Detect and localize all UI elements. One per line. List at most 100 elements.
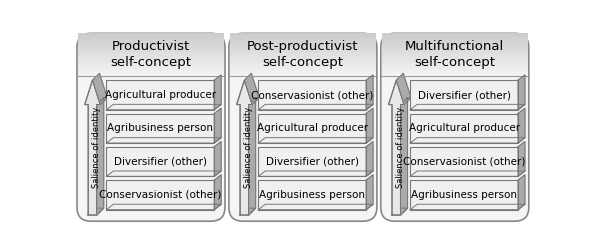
- Bar: [382, 49, 528, 51]
- Bar: [78, 43, 224, 45]
- Bar: [230, 50, 376, 52]
- Bar: [410, 180, 518, 210]
- Polygon shape: [366, 75, 373, 110]
- Text: Multifunctional
self-concept: Multifunctional self-concept: [405, 40, 504, 69]
- FancyBboxPatch shape: [381, 33, 529, 221]
- Text: Conservasionist (other): Conservasionist (other): [403, 157, 525, 167]
- Bar: [230, 35, 376, 37]
- Bar: [258, 114, 366, 143]
- Text: Agricultural producer: Agricultural producer: [408, 123, 519, 133]
- Text: Agricultural producer: Agricultural producer: [256, 123, 368, 133]
- Text: Diversifier (other): Diversifier (other): [418, 90, 511, 100]
- Bar: [382, 43, 528, 45]
- Polygon shape: [401, 98, 411, 105]
- Polygon shape: [106, 104, 221, 110]
- Polygon shape: [85, 80, 100, 215]
- Polygon shape: [258, 171, 373, 176]
- Bar: [382, 57, 528, 59]
- Polygon shape: [97, 98, 107, 105]
- FancyBboxPatch shape: [229, 33, 377, 221]
- Bar: [230, 53, 376, 55]
- Bar: [382, 66, 528, 68]
- Bar: [230, 73, 376, 75]
- Bar: [382, 42, 528, 44]
- Bar: [230, 61, 376, 63]
- Bar: [78, 71, 224, 73]
- Text: Agribusiness person: Agribusiness person: [108, 123, 213, 133]
- Polygon shape: [249, 98, 256, 215]
- Polygon shape: [518, 75, 525, 110]
- Polygon shape: [410, 204, 525, 210]
- Polygon shape: [401, 98, 408, 215]
- Bar: [382, 38, 528, 39]
- Bar: [78, 64, 224, 66]
- Bar: [382, 70, 528, 72]
- Polygon shape: [518, 175, 525, 210]
- Bar: [382, 59, 528, 60]
- Bar: [382, 71, 528, 73]
- Polygon shape: [214, 108, 221, 143]
- Text: Salience of identity: Salience of identity: [244, 107, 253, 188]
- Bar: [410, 114, 518, 143]
- Polygon shape: [518, 142, 525, 176]
- Text: Productivist
self-concept: Productivist self-concept: [111, 40, 191, 69]
- Bar: [382, 69, 528, 70]
- Bar: [230, 43, 376, 45]
- Bar: [106, 147, 214, 176]
- Polygon shape: [106, 204, 221, 210]
- Bar: [230, 54, 376, 56]
- Bar: [382, 47, 528, 49]
- Bar: [106, 114, 214, 143]
- Bar: [78, 73, 224, 75]
- Bar: [230, 60, 376, 62]
- Polygon shape: [88, 208, 103, 215]
- Bar: [382, 50, 528, 52]
- Bar: [78, 40, 224, 42]
- Polygon shape: [214, 142, 221, 176]
- Polygon shape: [214, 175, 221, 210]
- Polygon shape: [518, 108, 525, 143]
- Polygon shape: [97, 98, 103, 215]
- Bar: [230, 63, 376, 65]
- Bar: [382, 63, 528, 65]
- Polygon shape: [106, 138, 221, 143]
- Bar: [382, 45, 528, 46]
- Bar: [382, 60, 528, 62]
- Text: Salience of identity: Salience of identity: [396, 107, 405, 188]
- Bar: [78, 46, 224, 48]
- Bar: [230, 64, 376, 66]
- Text: Salience of identity: Salience of identity: [92, 107, 101, 188]
- Polygon shape: [258, 104, 373, 110]
- Bar: [230, 39, 376, 41]
- Bar: [78, 63, 224, 65]
- Bar: [258, 80, 366, 110]
- Bar: [78, 45, 224, 46]
- Text: Diversifier (other): Diversifier (other): [114, 157, 207, 167]
- Bar: [78, 49, 224, 51]
- Bar: [230, 45, 376, 46]
- Bar: [78, 39, 224, 41]
- Polygon shape: [366, 175, 373, 210]
- Text: Agribusiness person: Agribusiness person: [259, 190, 365, 200]
- Bar: [78, 61, 224, 63]
- Polygon shape: [410, 138, 525, 143]
- Polygon shape: [392, 208, 408, 215]
- Bar: [382, 36, 528, 38]
- Bar: [78, 59, 224, 60]
- Polygon shape: [92, 73, 107, 105]
- Polygon shape: [366, 108, 373, 143]
- Bar: [78, 74, 224, 76]
- Text: Diversifier (other): Diversifier (other): [266, 157, 359, 167]
- Bar: [258, 147, 366, 176]
- Bar: [382, 54, 528, 56]
- Bar: [230, 56, 376, 58]
- Bar: [78, 52, 224, 53]
- Bar: [382, 61, 528, 63]
- Polygon shape: [236, 80, 252, 215]
- Bar: [382, 64, 528, 66]
- Bar: [382, 74, 528, 76]
- Bar: [78, 67, 224, 69]
- Bar: [78, 53, 224, 55]
- Bar: [410, 147, 518, 176]
- Text: Conservasionist (other): Conservasionist (other): [99, 190, 222, 200]
